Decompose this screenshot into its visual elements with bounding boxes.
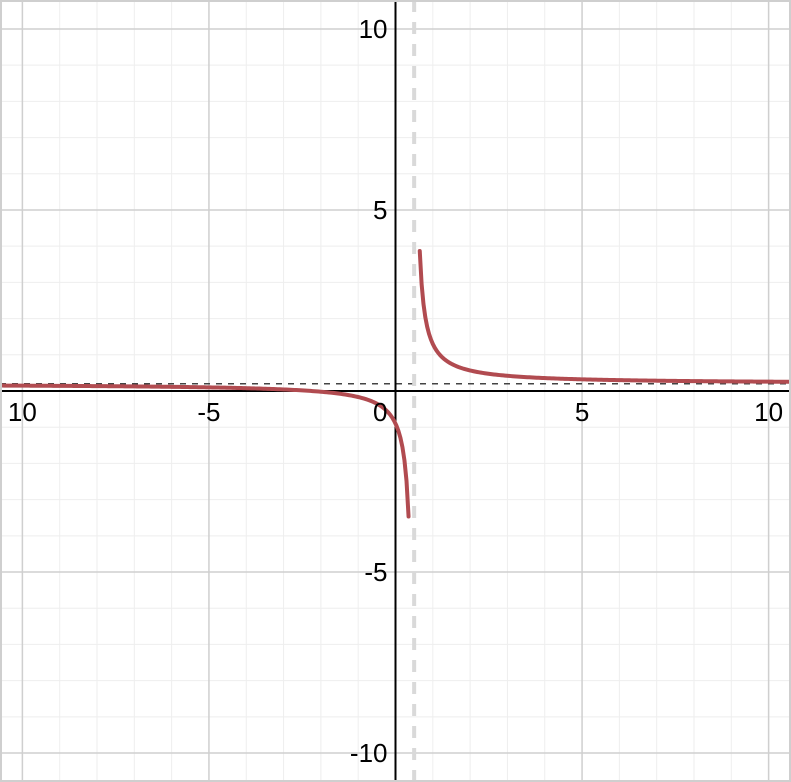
x-tick-label: 0: [373, 397, 387, 427]
y-tick-label: -10: [350, 738, 388, 768]
chart-container: 10 -5 0 5 10 -10 -5 5 10: [0, 0, 791, 782]
x-tick-label: 10: [754, 397, 783, 427]
x-tick-label: 5: [575, 397, 589, 427]
y-tick-label: -5: [364, 557, 387, 587]
x-tick-label: 10: [8, 397, 37, 427]
rational-function-chart: 10 -5 0 5 10 -10 -5 5 10: [0, 0, 791, 782]
x-tick-label: -5: [197, 397, 220, 427]
y-tick-label: 10: [359, 14, 388, 44]
y-tick-label: 5: [373, 195, 387, 225]
